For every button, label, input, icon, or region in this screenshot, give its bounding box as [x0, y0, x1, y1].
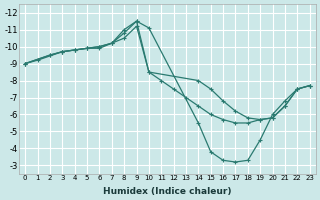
X-axis label: Humidex (Indice chaleur): Humidex (Indice chaleur)	[103, 187, 232, 196]
